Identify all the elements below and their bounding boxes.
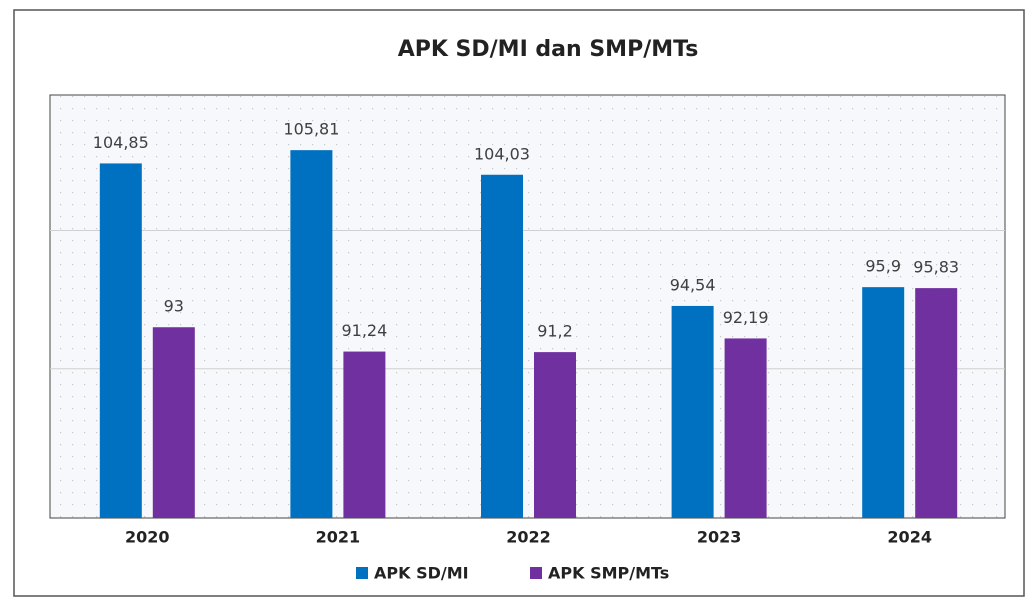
value-label: 92,19	[723, 308, 769, 327]
value-label: 105,81	[283, 120, 339, 139]
x-tick-label: 2023	[697, 528, 742, 547]
bar	[481, 174, 523, 518]
legend-label: APK SD/MI	[374, 564, 469, 583]
value-label: 95,83	[913, 258, 959, 277]
bar	[862, 287, 905, 518]
value-label: 91,2	[537, 322, 573, 341]
bar	[915, 288, 958, 518]
bar	[534, 352, 576, 518]
x-tick-label: 2024	[887, 528, 932, 547]
bar	[290, 150, 333, 518]
x-tick-label: 2022	[506, 528, 551, 547]
bar	[152, 327, 195, 518]
value-label: 94,54	[670, 275, 716, 294]
legend-swatch	[356, 567, 368, 579]
bar	[724, 338, 767, 518]
bar	[671, 305, 714, 518]
plot-texture	[50, 95, 1005, 518]
chart-title: APK SD/MI dan SMP/MTs	[398, 37, 699, 62]
value-label: 91,24	[341, 321, 387, 340]
bar	[343, 351, 386, 518]
value-label: 104,03	[474, 144, 530, 163]
x-tick-label: 2021	[316, 528, 361, 547]
value-label: 95,9	[865, 257, 901, 276]
value-label: 104,85	[93, 133, 149, 152]
bar	[99, 163, 142, 519]
legend-label: APK SMP/MTs	[548, 564, 669, 583]
value-label: 93	[164, 297, 184, 316]
legend-swatch	[530, 567, 542, 579]
x-tick-label: 2020	[125, 528, 170, 547]
